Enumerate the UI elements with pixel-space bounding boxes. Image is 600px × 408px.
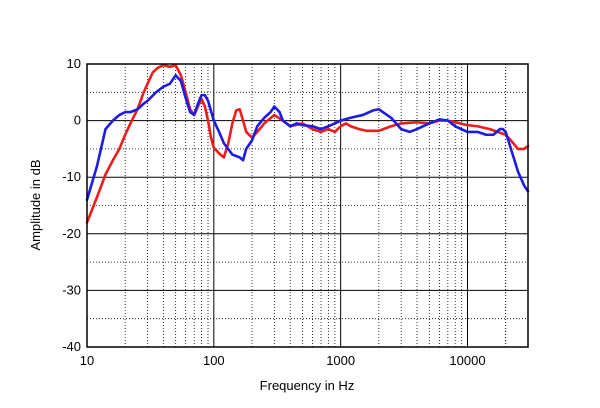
y-tick-label: 0	[74, 113, 81, 128]
major-grid	[87, 64, 528, 347]
y-tick-label: -20	[62, 226, 81, 241]
x-tick-label: 100	[203, 353, 225, 368]
y-axis-label: Amplitude in dB	[28, 159, 43, 250]
y-tick-labels: 10 0 -10 -20 -30 -40	[62, 56, 81, 354]
x-tick-label: 1000	[326, 353, 355, 368]
y-tick-label: -30	[62, 282, 81, 297]
y-tick-label: -10	[62, 169, 81, 184]
minor-grid	[87, 64, 528, 347]
series-line-2	[85, 74, 530, 202]
x-axis-label: Frequency in Hz	[260, 378, 355, 393]
y-tick-label: 10	[67, 56, 81, 71]
plot-frame	[86, 63, 529, 348]
x-tick-label: 10000	[449, 353, 485, 368]
y-tick-label: -40	[62, 339, 81, 354]
series-layer	[85, 63, 530, 224]
x-tick-label: 10	[80, 353, 94, 368]
x-tick-labels: 10 100 1000 10000	[80, 353, 486, 368]
